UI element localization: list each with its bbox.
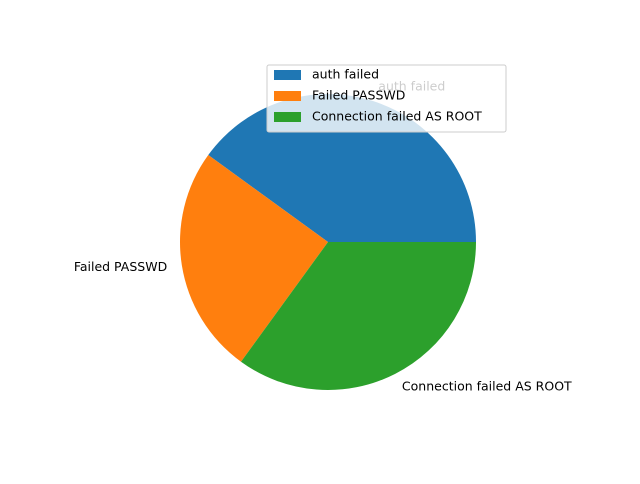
legend-swatch-auth-failed [274, 70, 301, 80]
legend: auth failed Failed PASSWD Connection faile… [266, 64, 507, 133]
pie-slice-connection-failed-as-root [241, 242, 476, 391]
pie-slice-failed-passwd [179, 155, 328, 362]
pie-slices [179, 94, 477, 391]
legend-label-failed-passwd: Failed PASSWD [312, 88, 405, 103]
pie-label-connection-failed-as-root: Connection failed AS ROOT [402, 379, 572, 394]
legend-swatch-failed-passwd [274, 91, 301, 101]
legend-frame [266, 64, 507, 133]
legend-label-auth-failed: auth failed [312, 67, 379, 82]
legend-label-connection-failed-as-root: Connection failed AS ROOT [312, 109, 482, 124]
legend-swatch-connection-failed-as-root [274, 112, 301, 122]
pie-label-failed-passwd: Failed PASSWD [74, 259, 167, 274]
